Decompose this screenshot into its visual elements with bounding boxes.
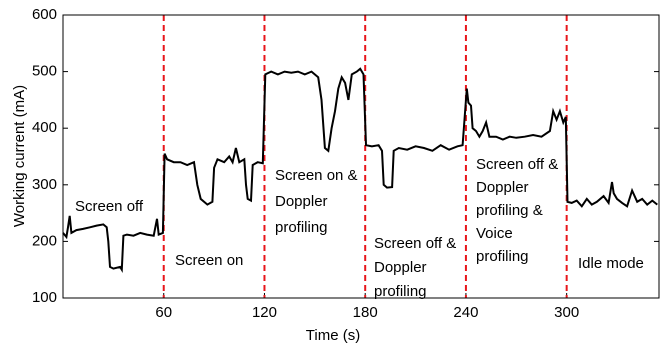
- x-tick-label: 300: [554, 304, 579, 321]
- y-tick-label: 300: [32, 176, 57, 193]
- annotation: Voice: [476, 225, 513, 242]
- annotation: Doppler: [374, 259, 427, 276]
- y-tick-label: 400: [32, 119, 57, 136]
- annotation: Doppler: [275, 193, 328, 210]
- annotation: Doppler: [476, 179, 529, 196]
- annotation: Screen off &: [374, 235, 456, 252]
- x-tick-label: 180: [353, 304, 378, 321]
- annotation: profiling &: [476, 202, 543, 219]
- plot-frame: [62, 14, 660, 299]
- x-tick-label: 120: [252, 304, 277, 321]
- annotation: profiling: [374, 283, 427, 300]
- annotation: Screen off &: [476, 156, 558, 173]
- y-tick-label: 500: [32, 63, 57, 80]
- y-tick-label: 600: [32, 6, 57, 23]
- x-axis-label: Time (s): [306, 327, 360, 344]
- annotation: Screen off: [75, 198, 144, 215]
- annotation: profiling: [275, 219, 328, 236]
- annotation: profiling: [476, 248, 529, 265]
- annotation: Idle mode: [578, 255, 644, 272]
- y-axis-label: Working current (mA): [11, 85, 28, 227]
- annotation: Screen on: [175, 252, 243, 269]
- y-tick-label: 200: [32, 232, 57, 249]
- x-tick-label: 240: [453, 304, 478, 321]
- y-tick-label: 100: [32, 289, 57, 306]
- data-line: [62, 67, 658, 274]
- x-tick-label: 60: [155, 304, 172, 321]
- annotation: Screen on &: [275, 167, 358, 184]
